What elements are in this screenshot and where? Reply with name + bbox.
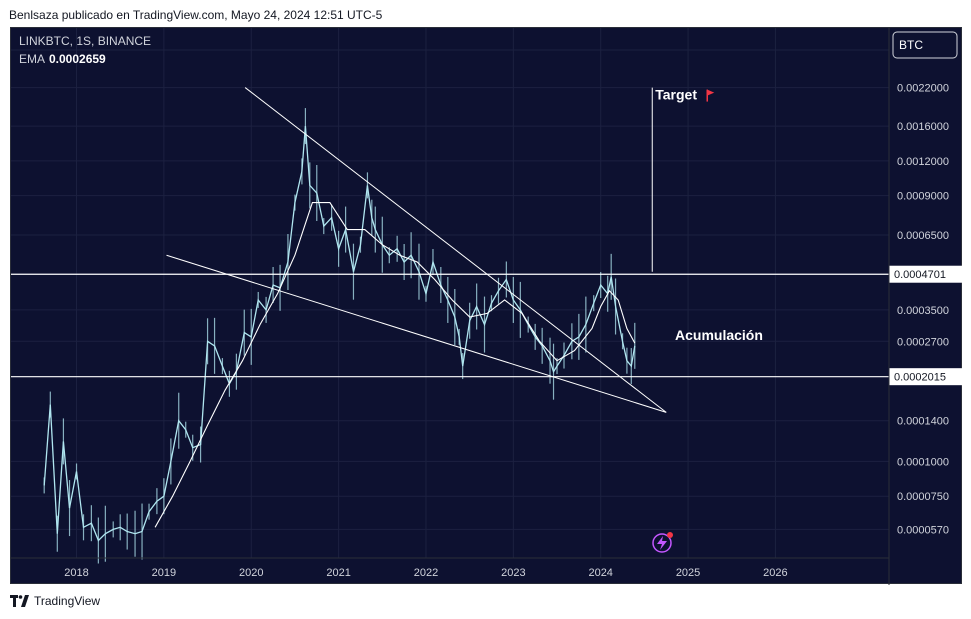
lightning-icon[interactable] [652, 533, 672, 553]
price-label-box [889, 368, 963, 386]
currency-button[interactable] [892, 31, 958, 59]
x-tick-label: 2026 [763, 567, 787, 579]
x-tick-label: 2025 [676, 567, 700, 579]
lightning-icon [657, 536, 667, 550]
trendline [166, 254, 667, 413]
x-tick-label: 2023 [501, 567, 525, 579]
chart-overlays [11, 87, 889, 413]
y-tick-label: 0.0022000 [897, 83, 949, 95]
tradingview-logo-icon [10, 595, 29, 607]
chart-grid [11, 28, 889, 558]
price-chart[interactable]: 0.00300000.00220000.00160000.00120000.00… [11, 28, 963, 585]
y-tick-label: 0.0016000 [897, 121, 949, 133]
x-tick-label: 2020 [239, 567, 263, 579]
y-tick-label: 0.0002700 [897, 336, 949, 348]
price-line [43, 126, 636, 542]
y-tick-label: 0.0001400 [897, 416, 949, 428]
currency-button-label: BTC [899, 38, 923, 52]
chart-axes: 0.00300000.00220000.00160000.00120000.00… [11, 28, 949, 585]
y-tick-label: 0.0001000 [897, 456, 949, 468]
footer-brand: TradingView [34, 594, 101, 608]
y-tick-label: 0.0000750 [897, 491, 949, 503]
accumulation-annotation: Acumulación [675, 327, 763, 343]
chart-series [43, 108, 636, 564]
y-tick-label: 0.0012000 [897, 156, 949, 168]
chart-labels: 0.0004701 0.0002015 Target Acumulación LINKB… [19, 31, 963, 553]
indicator-value: 0.0002659 [49, 52, 106, 66]
x-tick-label: 2018 [64, 567, 88, 579]
price-label-box [889, 265, 963, 283]
y-tick-label: 0.0009000 [897, 191, 949, 203]
symbol-label: LINKBTC, 1S, BINANCE [19, 34, 151, 48]
chart-area[interactable]: 0.00300000.00220000.00160000.00120000.00… [10, 27, 963, 585]
x-tick-label: 2022 [414, 567, 438, 579]
publication-header: Benlsaza publicado en TradingView.com, M… [9, 8, 383, 22]
x-tick-label: 2019 [152, 567, 176, 579]
trendline [244, 87, 667, 413]
y-tick-label: 0.0000570 [897, 524, 949, 536]
target-label: Target [655, 87, 697, 103]
price-label-text: 0.0004701 [894, 269, 946, 281]
footer: TradingView [10, 594, 100, 608]
y-tick-label: 0.0003500 [897, 305, 949, 317]
indicator-name: EMA [19, 52, 45, 66]
x-tick-label: 2024 [588, 567, 612, 579]
y-tick-label: 0.0006500 [897, 230, 949, 242]
price-label-text: 0.0002015 [894, 372, 946, 384]
ema-line [154, 202, 636, 528]
target-flag-icon [707, 89, 715, 96]
notification-dot-icon [667, 532, 673, 538]
x-tick-label: 2021 [326, 567, 350, 579]
